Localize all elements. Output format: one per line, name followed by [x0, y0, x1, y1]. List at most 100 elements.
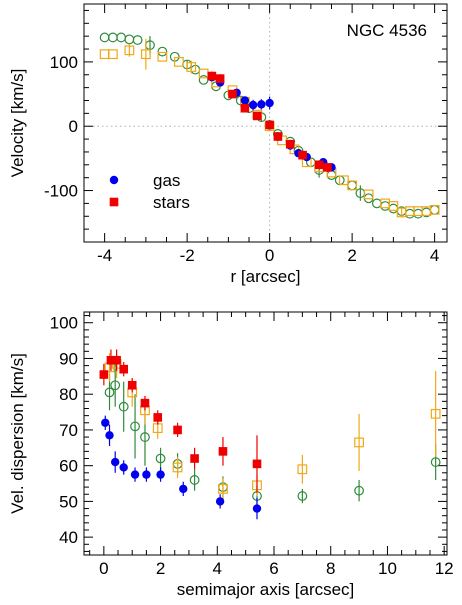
panel2-y-tick-label: 90: [59, 349, 78, 368]
panel2-open-circle-point: [189, 475, 200, 485]
panel2-x-tick-label: 8: [326, 559, 335, 578]
panel1-open-circle-point: [429, 204, 440, 215]
panel1-stars-point: [314, 160, 324, 170]
panel1-open-circle-point: [116, 32, 127, 43]
panel1-open-circle-point: [198, 75, 209, 85]
panel2-x-tick-label: 2: [156, 559, 165, 578]
panel2-y-tick-label: 60: [59, 457, 78, 476]
panel1-x-tick-label: 4: [430, 246, 439, 265]
panel2-filled-circle-point: [252, 504, 262, 513]
panel2-open-circle-point: [110, 380, 121, 391]
panel1-x-tick-label: 0: [265, 246, 274, 265]
panel2-filled-circle-point: [179, 484, 188, 494]
panel1-stars-point: [207, 71, 217, 81]
panel2-filled-square-point: [140, 398, 150, 408]
panel2-open-square-point: [354, 437, 364, 448]
panel1-x-tick-label: 2: [347, 246, 356, 265]
panel1-stars-point: [285, 139, 295, 149]
panel1-y-tick-label: 0: [69, 117, 78, 136]
panel1-stars-point: [323, 163, 332, 172]
panel2-filled-circle-point: [215, 497, 225, 506]
panel1-open-square-point: [347, 180, 358, 191]
panel2-y-tick-label: 50: [59, 492, 78, 511]
panel1-open-square-point: [388, 201, 399, 211]
panel2-open-square-point: [172, 462, 183, 473]
panel1-y-tick-label: -100: [44, 182, 78, 201]
panel2-filled-square-point: [218, 447, 228, 456]
panel1-stars-point: [252, 111, 262, 121]
panel2-open-circle-point: [104, 387, 115, 398]
panel2-filled-square-point: [106, 355, 116, 365]
panel1-open-square-point: [107, 49, 118, 60]
panel1-gas-point: [248, 100, 258, 110]
panel1-legend-label-gas: gas: [153, 171, 180, 190]
panel2-y-tick-label: 40: [59, 528, 78, 547]
panel1-open-circle-point: [124, 34, 135, 45]
panel2-open-square-point: [430, 408, 441, 419]
panel2-filled-circle-point: [110, 457, 120, 467]
panel1-open-circle-point: [99, 32, 110, 43]
panel1-open-square-point: [338, 175, 349, 186]
panel2-open-circle-point: [354, 485, 364, 496]
panel1-open-circle-point: [132, 35, 143, 45]
panel2-open-circle-point: [130, 421, 140, 432]
panel1-gas-point: [257, 100, 266, 109]
panel1-open-circle-point: [107, 32, 118, 43]
panel1-open-square-point: [186, 62, 197, 72]
panel1-legend-marker-stars: [109, 197, 119, 207]
panel2-open-circle-point: [430, 457, 441, 467]
panel1-gas-point: [240, 96, 250, 105]
panel2-x-tick-label: 4: [213, 559, 222, 578]
panel1-stars-point: [273, 132, 283, 141]
panel1-stars-point: [265, 120, 274, 130]
panel2-x-axis-label: semimajor axis [arcsec]: [177, 580, 355, 599]
panel2-y-tick-label: 80: [59, 385, 78, 404]
panel1-open-circle-point: [326, 170, 337, 181]
panel1-open-square-point: [99, 49, 110, 60]
panel1-frame: [83, 3, 448, 243]
panel1-x-tick-label: -4: [97, 246, 112, 265]
panel2-filled-square-point: [173, 425, 182, 435]
panel2-x-tick-label: 6: [269, 559, 278, 578]
panel1-legend-label-stars: stars: [153, 193, 190, 212]
panel2-filled-circle-point: [101, 418, 110, 427]
panel2-filled-circle-point: [142, 470, 151, 479]
panel1-open-square-point: [429, 204, 440, 215]
panel2-filled-circle-point: [119, 463, 128, 472]
panel1-open-square-point: [124, 45, 135, 56]
panel1-x-tick-label: -2: [180, 246, 195, 265]
panel1-open-square-point: [363, 189, 374, 200]
panel2-filled-square-point: [190, 454, 199, 463]
panel1-annotation: NGC 4536: [347, 21, 427, 40]
panel1-open-square-point: [157, 51, 168, 62]
panel2-filled-square-point: [252, 459, 262, 469]
panel1-open-circle-point: [404, 208, 415, 219]
panel1-legend-marker-gas: [109, 175, 119, 185]
panel1-open-circle-point: [347, 180, 358, 191]
panel1-gas-point: [265, 98, 274, 108]
panel2-filled-circle-point: [156, 470, 165, 479]
panel2-filled-square-point: [127, 380, 137, 390]
panel1-y-axis-label: Velocity [km/s]: [8, 69, 27, 178]
panel1-open-circle-point: [157, 46, 168, 57]
panel1-open-circle-point: [380, 201, 391, 211]
panel1-open-circle-point: [371, 198, 382, 209]
panel2-open-square-point: [297, 464, 308, 475]
panel2-open-circle-point: [297, 491, 308, 501]
panel2-filled-circle-point: [105, 431, 114, 440]
panel1-stars-point: [228, 89, 237, 99]
panel2-open-circle-point: [118, 401, 129, 412]
panel2-y-tick-label: 70: [59, 421, 78, 440]
panel1-stars-point: [298, 150, 307, 160]
panel1-open-square-point: [173, 56, 184, 67]
panel2-x-tick-label: 12: [435, 559, 454, 578]
panel2-open-circle-point: [155, 453, 166, 464]
panel2-filled-square-point: [119, 364, 129, 374]
panel2-x-tick-label: 0: [99, 559, 108, 578]
panel1-x-axis-label: r [arcsec]: [231, 267, 301, 286]
panel2-filled-square-point: [153, 413, 163, 422]
panel2-y-tick-label: 100: [50, 314, 78, 333]
panel2-open-circle-point: [140, 432, 150, 442]
panel2-filled-square-point: [112, 355, 121, 365]
